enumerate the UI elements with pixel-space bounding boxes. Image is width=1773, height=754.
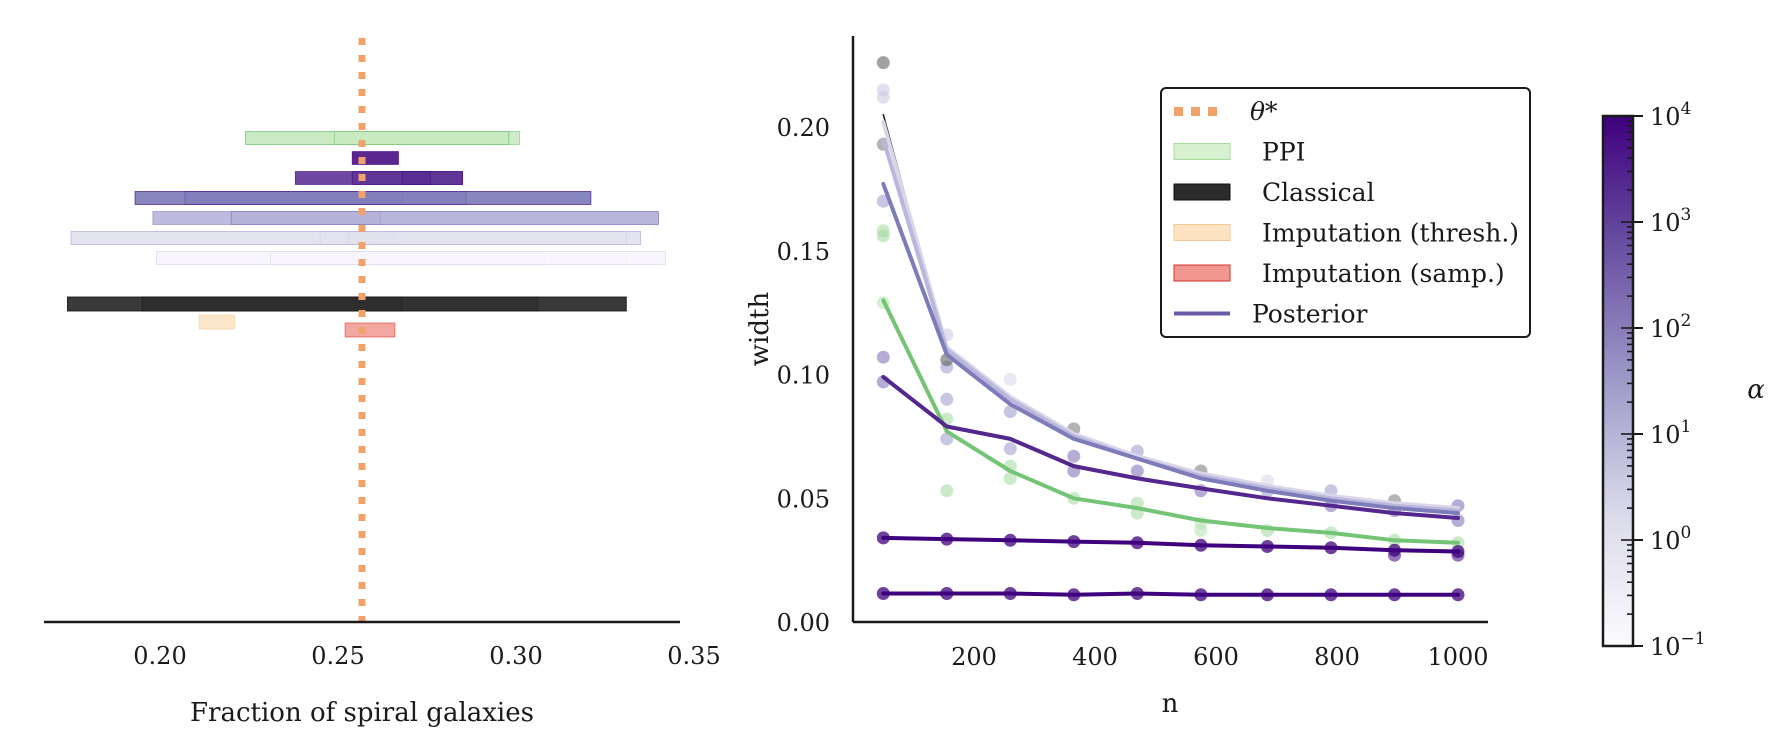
x-axis-ticks-right: 200 400 600 800 1000: [951, 643, 1488, 671]
scatter-point: [940, 392, 954, 406]
series-lines: [876, 113, 1465, 602]
legend-label: Posterior: [1252, 300, 1368, 329]
x-tick-label: 0.35: [667, 642, 720, 670]
legend-patch: [1173, 183, 1231, 201]
series-marker: [1451, 588, 1465, 602]
colorbar-tick-label: 10−1: [1650, 629, 1706, 661]
y-tick-label: 0.05: [777, 485, 830, 513]
legend-patch: [1173, 224, 1231, 241]
y-tick-label: 0.20: [777, 114, 830, 142]
series-marker: [1067, 535, 1081, 549]
width-line-panel: 0.000.050.100.150.20 200 400 600 800 1000 n …: [745, 36, 1531, 719]
x-axis-ticks: 0.20 0.25 0.30 0.35: [133, 642, 720, 670]
x-tick-label: 0.30: [489, 642, 542, 670]
legend-frame: [1160, 87, 1531, 338]
scatter-point: [1003, 405, 1017, 419]
series-line-posterior-100: [881, 375, 1460, 520]
scatter-point: [1003, 442, 1017, 456]
scatter-point: [1003, 471, 1017, 485]
series-marker: [1388, 543, 1401, 557]
series-marker: [940, 587, 954, 600]
legend-entries: θ* PPI Classical Imputation (thresh.) Imputa…: [1173, 97, 1519, 329]
scatter-point: [876, 229, 890, 243]
legend-theta-marker: [1174, 107, 1183, 116]
interval-bar-imputation-thresh--8-0: [198, 314, 236, 330]
legend-label: θ*: [1250, 97, 1278, 126]
x-tick-label-right: 400: [1072, 643, 1118, 671]
colorbar-gradient: [1601, 114, 1635, 648]
interval-bar-posterior-4-2: [230, 211, 659, 225]
scatter-point: [876, 350, 890, 364]
x-tick-label-right: 200: [951, 643, 997, 671]
interval-bars: [67, 131, 667, 338]
series-marker: [1388, 588, 1401, 602]
right-y-axis-label: width: [745, 292, 775, 367]
legend-theta-marker: [1208, 107, 1217, 116]
series-marker: [1260, 588, 1274, 602]
interval-bar-classical-7-3: [67, 296, 627, 312]
scatter-point: [940, 484, 954, 498]
y-tick-label: 0.15: [777, 238, 830, 266]
series-marker: [1003, 587, 1017, 600]
interval-bar-posterior-6-3: [269, 251, 667, 265]
series-line-posterior-10: [881, 181, 1460, 516]
y-tick-label: 0.10: [777, 362, 830, 390]
scatter-point: [1130, 464, 1144, 478]
scatter-point: [1003, 372, 1017, 386]
legend: θ* PPI Classical Imputation (thresh.) Imputa…: [1160, 87, 1531, 338]
legend-label: Imputation (thresh.): [1262, 219, 1519, 248]
colorbar-label: α: [1747, 375, 1765, 405]
y-axis-ticks: 0.00 0.05 0.10 0.15 0.20: [777, 114, 830, 637]
scatter-point: [876, 56, 890, 70]
series-marker: [1260, 540, 1274, 553]
legend-theta-marker: [1191, 107, 1200, 116]
interval-bar-imputation-samp--9-0: [344, 322, 396, 338]
right-x-axis-label: n: [1162, 689, 1179, 719]
x-tick-label-right: 1000: [1427, 643, 1488, 671]
scatter-point: [1194, 523, 1208, 537]
series-line-posterior-1000: [881, 535, 1460, 554]
series-marker: [1324, 588, 1338, 602]
legend-label: PPI: [1262, 138, 1306, 167]
legend-patch: [1173, 143, 1231, 160]
colorbar-tick-label: 101: [1650, 417, 1691, 449]
colorbar-tick-label: 100: [1650, 523, 1691, 555]
y-tick-label: 0.00: [777, 609, 830, 637]
x-tick-label: 0.25: [311, 642, 364, 670]
series-marker: [876, 587, 890, 600]
legend-patch: [1173, 264, 1231, 282]
scatter-point: [876, 90, 890, 104]
interval-bar-posterior-2-2: [401, 171, 464, 185]
legend-label: Imputation (samp.): [1262, 259, 1505, 288]
scatter-point: [1067, 449, 1081, 463]
series-marker: [1003, 533, 1017, 547]
x-tick-label: 0.20: [133, 642, 186, 670]
series-marker: [1324, 541, 1338, 555]
series-marker: [1130, 587, 1144, 600]
interval-bar-posterior-5-3: [70, 231, 641, 245]
x-tick-label-right: 600: [1193, 643, 1239, 671]
left-x-axis-label: Fraction of spiral galaxies: [190, 698, 534, 728]
alpha-colorbar: 104 103 102 101 100 10−1 α: [1601, 99, 1765, 661]
colorbar-tick-label: 104: [1650, 99, 1691, 131]
interval-bar-ppi-0-2: [333, 131, 510, 145]
legend-label: Classical: [1262, 178, 1375, 207]
series-line-ppi: [881, 298, 1460, 545]
series-marker: [1130, 536, 1144, 550]
x-tick-label-right: 800: [1314, 643, 1360, 671]
interval-panel: 0.20 0.25 0.30 0.35 Fraction of spiral gala…: [44, 38, 721, 728]
colorbar-tick-label: 102: [1650, 311, 1691, 343]
series-marker: [876, 531, 890, 545]
colorbar-ticks: 104 103 102 101 100 10−1: [1621, 99, 1706, 661]
series-marker: [940, 532, 954, 546]
series-marker: [1067, 588, 1081, 602]
series-marker: [1451, 545, 1465, 558]
series-line-posterior-10000: [881, 591, 1460, 597]
series-marker: [1194, 588, 1208, 602]
colorbar-tick-label: 103: [1650, 205, 1691, 237]
series-marker: [1194, 538, 1208, 552]
